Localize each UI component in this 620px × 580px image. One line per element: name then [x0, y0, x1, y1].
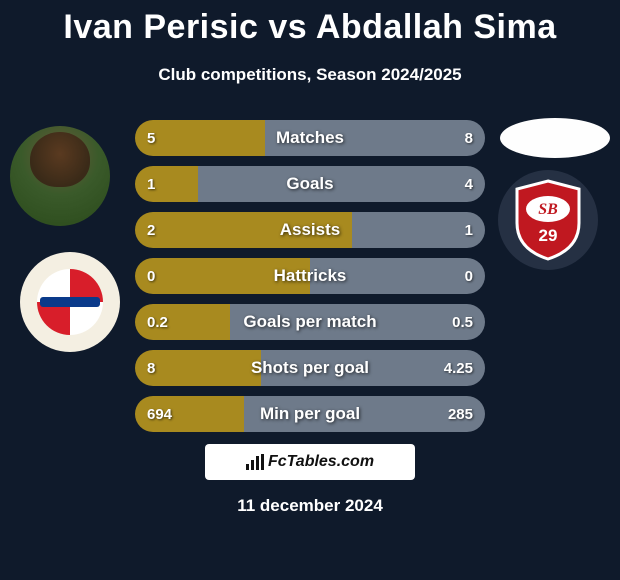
stat-value-right: 0	[465, 258, 473, 294]
stat-bar	[135, 304, 485, 340]
footer-date: 11 december 2024	[0, 496, 620, 516]
stat-fill-left	[135, 258, 310, 294]
stat-row: 14Goals	[135, 166, 485, 202]
stat-row: 0.20.5Goals per match	[135, 304, 485, 340]
club-left-badge	[20, 252, 120, 352]
psv-badge-icon	[37, 269, 103, 335]
stat-row: 58Matches	[135, 120, 485, 156]
player-left-avatar	[10, 126, 110, 226]
stat-bar	[135, 396, 485, 432]
stats-bars: 58Matches14Goals21Assists00Hattricks0.20…	[135, 120, 485, 442]
stat-bar	[135, 350, 485, 386]
stat-fill-right	[198, 166, 485, 202]
stat-value-left: 0	[147, 258, 155, 294]
club-right-badge: SB 29	[498, 170, 598, 270]
stat-bar	[135, 120, 485, 156]
stat-value-right: 8	[465, 120, 473, 156]
stat-row: 21Assists	[135, 212, 485, 248]
brest-shield-icon: SB 29	[513, 179, 583, 261]
fctables-logo: FcTables.com	[205, 444, 415, 480]
stat-fill-right	[310, 258, 485, 294]
stat-value-left: 0.2	[147, 304, 168, 340]
stat-value-left: 1	[147, 166, 155, 202]
stat-bar	[135, 166, 485, 202]
stat-value-right: 0.5	[452, 304, 473, 340]
shield-bottom-text: 29	[539, 226, 558, 245]
stat-value-left: 8	[147, 350, 155, 386]
shield-top-text: SB	[538, 201, 558, 218]
stat-row: 84.25Shots per goal	[135, 350, 485, 386]
stat-value-right: 4	[465, 166, 473, 202]
stat-value-left: 2	[147, 212, 155, 248]
stat-fill-right	[230, 304, 485, 340]
logo-text: FcTables.com	[268, 453, 374, 471]
stat-bar	[135, 212, 485, 248]
stat-bar	[135, 258, 485, 294]
stat-fill-left	[135, 166, 198, 202]
stat-row: 00Hattricks	[135, 258, 485, 294]
page-title: Ivan Perisic vs Abdallah Sima	[0, 0, 620, 47]
stat-value-right: 1	[465, 212, 473, 248]
stat-fill-right	[265, 120, 485, 156]
player-right-avatar	[500, 118, 610, 158]
stat-fill-left	[135, 212, 352, 248]
stat-value-left: 694	[147, 396, 172, 432]
logo-bars-icon	[246, 454, 264, 470]
stat-value-left: 5	[147, 120, 155, 156]
stat-row: 694285Min per goal	[135, 396, 485, 432]
stat-value-right: 285	[448, 396, 473, 432]
subtitle: Club competitions, Season 2024/2025	[0, 65, 620, 85]
stat-value-right: 4.25	[444, 350, 473, 386]
